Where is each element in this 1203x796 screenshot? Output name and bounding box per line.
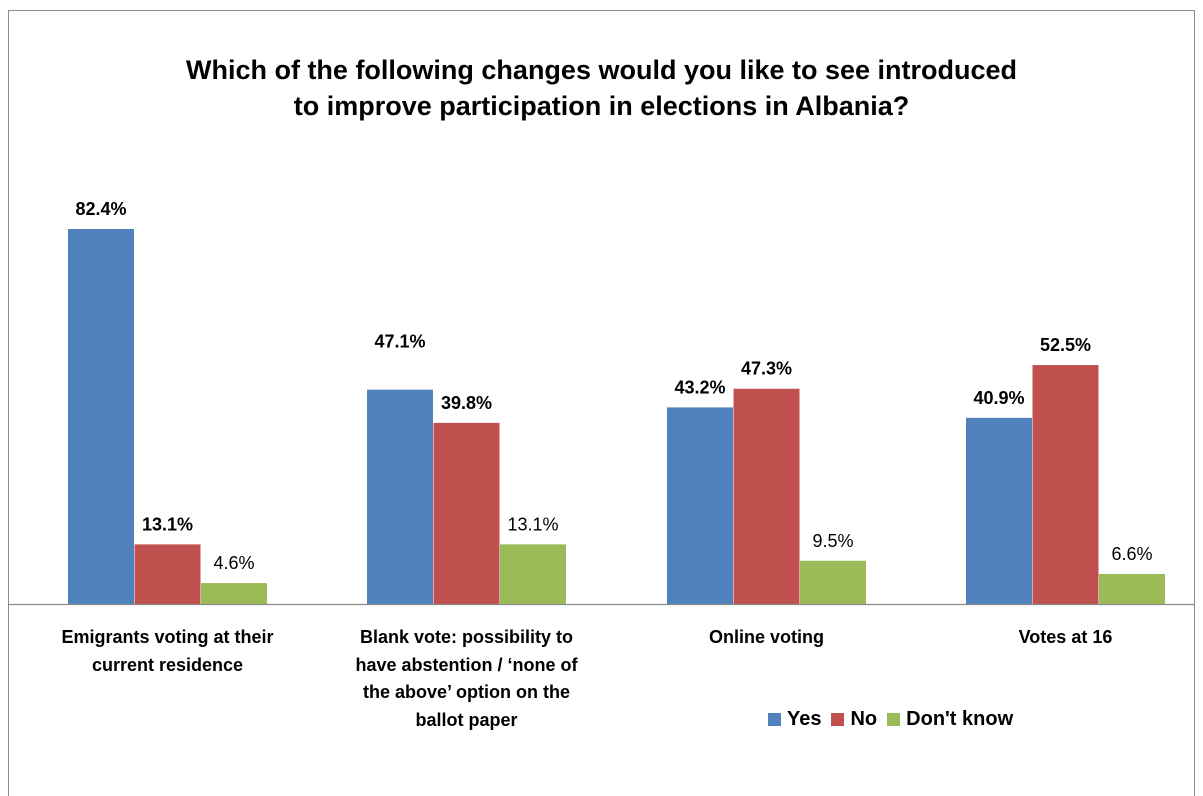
category-label-0: Emigrants voting at their current residen… bbox=[28, 624, 308, 679]
data-label-no-2: 47.3% bbox=[741, 359, 792, 379]
category-label-line: Emigrants voting at their bbox=[61, 627, 274, 647]
legend-label-no: No bbox=[850, 708, 878, 730]
chart-title: Which of the following changes would you… bbox=[0, 52, 1203, 124]
category-label-2: Online voting bbox=[627, 624, 907, 652]
data-label-don-t-know-0: 4.6% bbox=[213, 553, 254, 573]
legend-swatch-no bbox=[831, 713, 845, 726]
bar-yes-1 bbox=[367, 389, 433, 604]
bar-don-t-know-2 bbox=[800, 560, 866, 604]
data-label-yes-3: 40.9% bbox=[973, 388, 1024, 408]
legend-item-yes: Yes bbox=[768, 708, 821, 731]
legend-item-no: No bbox=[831, 708, 877, 731]
data-label-yes-0: 82.4% bbox=[75, 199, 126, 219]
bar-don-t-know-1 bbox=[500, 544, 566, 604]
category-label-line: the above’ option on the bbox=[363, 682, 570, 702]
category-label-line: ballot paper bbox=[415, 709, 518, 730]
bar-don-t-know-3 bbox=[1099, 573, 1165, 604]
legend-swatch-yes bbox=[768, 713, 781, 726]
bar-no-0 bbox=[134, 544, 201, 604]
category-label-line: Votes at 16 bbox=[1018, 627, 1113, 647]
data-label-don-t-know-2: 9.5% bbox=[812, 531, 853, 551]
category-label-3: Votes at 16 bbox=[926, 624, 1203, 652]
chart-frame bbox=[8, 10, 1195, 796]
data-label-no-1: 39.8% bbox=[441, 393, 492, 413]
bar-no-2 bbox=[733, 388, 800, 604]
bar-yes-2 bbox=[667, 407, 733, 604]
data-label-don-t-know-1: 13.1% bbox=[507, 514, 558, 534]
bar-yes-3 bbox=[966, 417, 1032, 604]
data-label-no-0: 13.1% bbox=[142, 514, 193, 534]
category-label-line: current residence bbox=[91, 654, 244, 675]
data-label-don-t-know-3: 6.6% bbox=[1111, 544, 1152, 564]
bar-yes-0 bbox=[68, 229, 134, 604]
bar-no-3 bbox=[1032, 365, 1099, 604]
category-label-line: Blank vote: possibility to bbox=[359, 627, 574, 647]
legend-item-dont-know: Don't know bbox=[887, 708, 1013, 731]
category-label-1: Blank vote: possibility to have abstentio… bbox=[327, 624, 607, 734]
data-label-yes-2: 43.2% bbox=[674, 377, 725, 397]
bar-no-1 bbox=[433, 422, 500, 604]
legend-swatch-dont-know bbox=[887, 713, 901, 726]
chart-title-line-1: Which of the following changes would you… bbox=[185, 55, 1018, 85]
bar-don-t-know-0 bbox=[201, 583, 267, 604]
legend-label-yes: Yes bbox=[787, 708, 822, 730]
legend: Yes No Don't know bbox=[768, 708, 1023, 731]
chart-title-line-2: to improve participation in elections in… bbox=[293, 91, 910, 121]
legend-label-dont-know: Don't know bbox=[906, 708, 1014, 730]
category-label-line: Online voting bbox=[709, 627, 824, 647]
category-label-line: have abstention / ‘none of bbox=[355, 654, 578, 675]
data-label-yes-1: 47.1% bbox=[374, 332, 425, 352]
data-label-no-3: 52.5% bbox=[1040, 335, 1091, 355]
